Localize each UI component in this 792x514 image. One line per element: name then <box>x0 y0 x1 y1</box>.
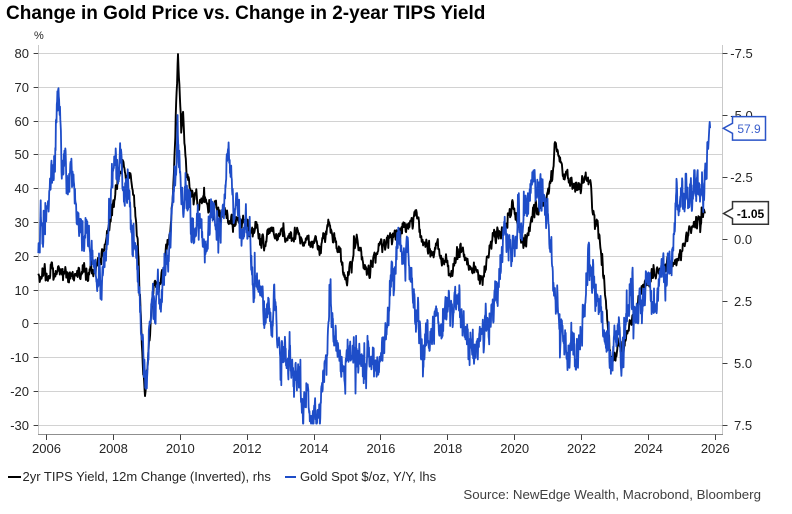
svg-text:-7.5: -7.5 <box>730 46 752 61</box>
svg-text:50: 50 <box>15 147 29 162</box>
svg-text:-1.05: -1.05 <box>737 207 765 221</box>
svg-text:20: 20 <box>15 249 29 264</box>
svg-text:57.9: 57.9 <box>737 122 761 136</box>
svg-text:-30: -30 <box>10 418 29 433</box>
svg-text:2026: 2026 <box>701 441 730 456</box>
svg-text:0: 0 <box>22 316 29 331</box>
svg-text:0.0: 0.0 <box>734 232 752 247</box>
svg-text:2016: 2016 <box>366 441 395 456</box>
svg-text:2014: 2014 <box>300 441 329 456</box>
svg-text:2.5: 2.5 <box>734 294 752 309</box>
svg-text:7.5: 7.5 <box>734 418 752 433</box>
svg-text:-2.5: -2.5 <box>730 170 752 185</box>
svg-text:60: 60 <box>15 114 29 129</box>
svg-text:2024: 2024 <box>634 441 663 456</box>
svg-text:2012: 2012 <box>233 441 262 456</box>
svg-text:30: 30 <box>15 215 29 230</box>
svg-text:-10: -10 <box>10 350 29 365</box>
svg-text:-20: -20 <box>10 384 29 399</box>
svg-text:2020: 2020 <box>500 441 529 456</box>
svg-text:70: 70 <box>15 80 29 95</box>
svg-text:2010: 2010 <box>166 441 195 456</box>
svg-text:10: 10 <box>15 283 29 298</box>
svg-text:40: 40 <box>15 181 29 196</box>
svg-text:2022: 2022 <box>567 441 596 456</box>
svg-text:5.0: 5.0 <box>734 356 752 371</box>
svg-text:2018: 2018 <box>433 441 462 456</box>
svg-text:%: % <box>34 30 44 42</box>
svg-text:2006: 2006 <box>32 441 61 456</box>
svg-text:80: 80 <box>15 46 29 61</box>
svg-text:2008: 2008 <box>99 441 128 456</box>
